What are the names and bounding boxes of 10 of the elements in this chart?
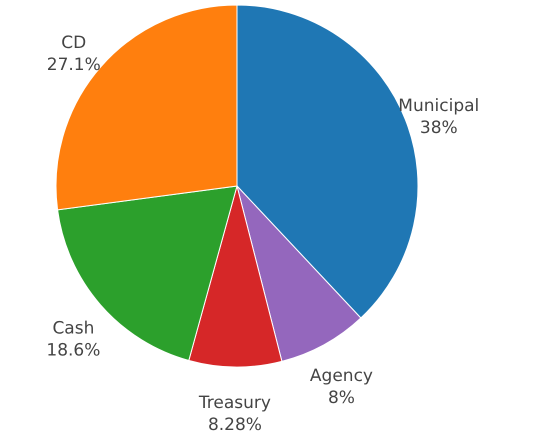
slice-label: Treasury bbox=[198, 392, 271, 413]
slice-label: Agency bbox=[310, 366, 373, 386]
slice-label: Municipal bbox=[398, 96, 480, 116]
slice-label: CD bbox=[61, 33, 86, 54]
data-label: 8.28% bbox=[208, 414, 262, 431]
slice-label: Cash bbox=[52, 318, 94, 339]
data-label: 8% bbox=[328, 388, 355, 408]
data-label: 27.1% bbox=[46, 55, 101, 76]
data-label: 18.6% bbox=[46, 340, 100, 361]
data-label: 38% bbox=[420, 118, 458, 138]
